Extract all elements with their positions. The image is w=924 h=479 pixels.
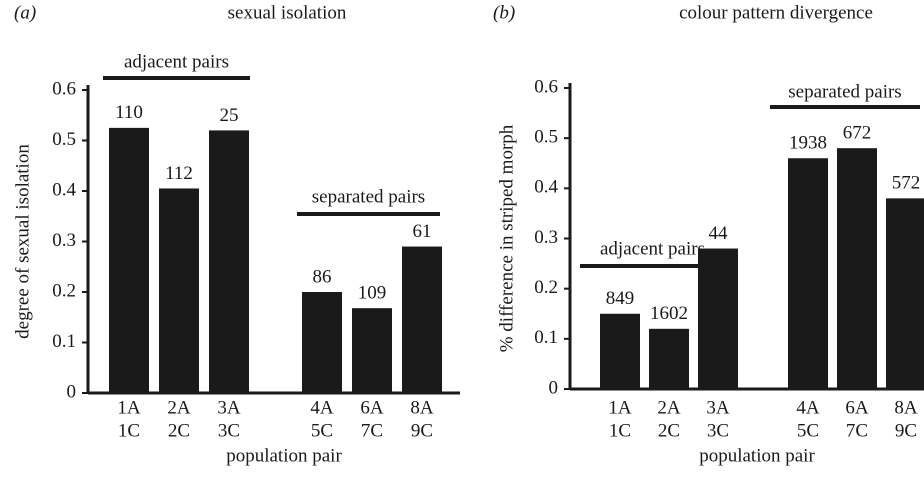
bar-label: 44 — [709, 223, 729, 244]
y-tick-label: 0.3 — [52, 230, 76, 251]
y-tick-label: 0.5 — [52, 129, 76, 150]
x-tick-label: 3C — [218, 420, 240, 441]
bar-label: 110 — [115, 102, 143, 123]
bar-label: 672 — [843, 123, 872, 144]
chart-title: sexual isolation — [228, 2, 347, 23]
bar-label: 61 — [413, 221, 432, 242]
bar — [886, 198, 924, 389]
bar — [159, 188, 199, 393]
x-tick-label: 7C — [361, 420, 383, 441]
x-tick-label: 7C — [846, 420, 868, 441]
y-tick-label: 0.2 — [534, 277, 558, 298]
bar-label: 112 — [165, 163, 193, 184]
bar — [402, 246, 442, 393]
x-tick-label: 6A — [360, 397, 384, 418]
x-tick-label: 6A — [845, 397, 869, 418]
y-tick-label: 0.1 — [534, 327, 558, 348]
bar-label: 1938 — [789, 133, 827, 154]
bar — [837, 148, 877, 389]
x-axis-label: population pair — [226, 445, 342, 466]
group-label: adjacent pairs — [124, 51, 229, 72]
y-axis-label: % difference in striped morph — [496, 124, 517, 352]
y-tick-label: 0.4 — [52, 179, 76, 200]
bar — [352, 308, 392, 393]
x-tick-label: 4A — [796, 397, 820, 418]
bar-label: 86 — [313, 266, 332, 287]
x-tick-label: 5C — [311, 420, 333, 441]
group-label: separated pairs — [788, 81, 901, 102]
x-tick-label: 2C — [168, 420, 190, 441]
y-tick-label: 0 — [549, 377, 559, 398]
bar — [649, 328, 689, 389]
group-label: adjacent pairs — [600, 238, 705, 259]
chart-title: colour pattern divergence — [679, 2, 873, 23]
y-tick-label: 0.4 — [534, 177, 558, 198]
x-tick-label: 5C — [797, 420, 819, 441]
group-label: separated pairs — [312, 186, 425, 207]
x-tick-label: 1A — [608, 397, 632, 418]
y-tick-label: 0.6 — [534, 76, 558, 97]
x-axis-label: population pair — [699, 445, 815, 466]
panel-label: (a) — [14, 2, 36, 23]
y-tick-label: 0 — [67, 381, 77, 402]
x-tick-label: 1A — [117, 397, 141, 418]
x-tick-label: 2A — [167, 397, 191, 418]
bar — [209, 130, 249, 393]
bar-label: 1602 — [650, 303, 688, 324]
y-tick-label: 0.3 — [534, 227, 558, 248]
y-tick-label: 0.1 — [52, 331, 76, 352]
bar-label: 25 — [220, 105, 239, 126]
panel-label: (b) — [493, 2, 515, 23]
x-tick-label: 1C — [118, 420, 140, 441]
bar — [302, 292, 342, 393]
bar-label: 572 — [892, 173, 921, 194]
x-tick-label: 8A — [410, 397, 434, 418]
x-tick-label: 3C — [707, 420, 729, 441]
x-tick-label: 3A — [217, 397, 241, 418]
y-tick-label: 0.5 — [534, 127, 558, 148]
y-tick-label: 0.6 — [52, 78, 76, 99]
bar — [109, 127, 149, 393]
y-axis-label: degree of sexual isolation — [12, 144, 33, 339]
bar-label: 849 — [606, 288, 635, 309]
x-tick-label: 4A — [310, 397, 334, 418]
bar-label: 109 — [358, 283, 387, 304]
bar — [698, 248, 738, 389]
bar — [788, 158, 828, 389]
x-tick-label: 9C — [895, 420, 917, 441]
x-tick-label: 1C — [609, 420, 631, 441]
x-tick-label: 3A — [706, 397, 730, 418]
x-tick-label: 2A — [657, 397, 681, 418]
x-tick-label: 2C — [658, 420, 680, 441]
bar — [600, 313, 640, 389]
y-tick-label: 0.2 — [52, 280, 76, 301]
x-tick-label: 9C — [411, 420, 433, 441]
x-tick-label: 8A — [894, 397, 918, 418]
